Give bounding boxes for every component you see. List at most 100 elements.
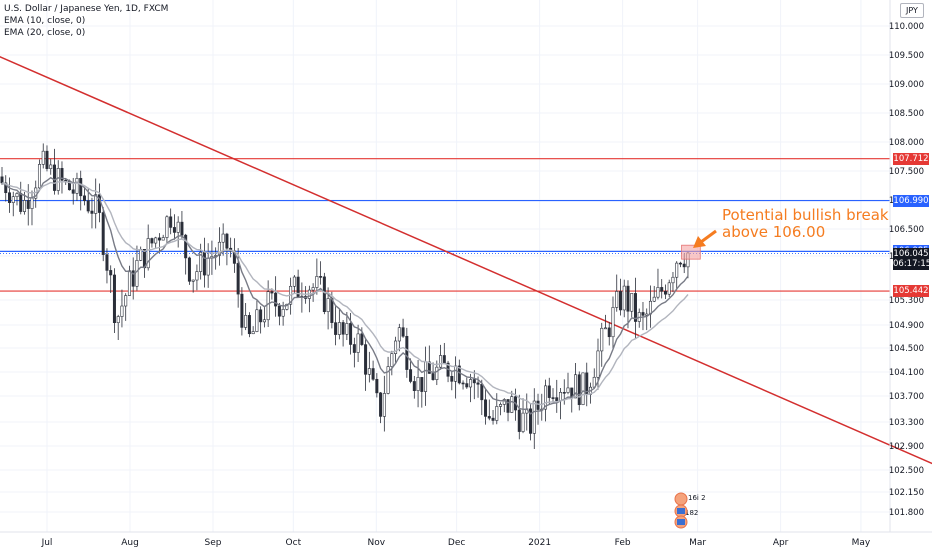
candle-body <box>660 287 664 292</box>
chart-legend: U.S. Dollar / Japanese Yen, 1D, FXCM EMA… <box>4 3 168 39</box>
price-tag: 06:17:15 <box>893 258 932 271</box>
candle-body <box>169 216 173 228</box>
y-tick-label: 104.500 <box>889 344 924 354</box>
price-tag: 107.712 <box>893 152 929 165</box>
candle-body <box>172 227 176 233</box>
currency-button[interactable]: JPY <box>900 3 924 18</box>
y-tick-label: 106.500 <box>889 225 924 235</box>
candle-body <box>154 237 158 244</box>
annotation-arrow-layer <box>693 229 717 248</box>
candle-body <box>37 164 41 189</box>
y-tick-label: 102.900 <box>889 442 924 452</box>
symbol-title[interactable]: U.S. Dollar / Japanese Yen, 1D, FXCM <box>4 4 169 14</box>
candle-body <box>330 298 334 323</box>
candle-body <box>536 400 540 410</box>
candle-body <box>521 412 525 432</box>
candle-body <box>146 238 150 269</box>
candle-body <box>180 221 184 236</box>
annotation-arrow-shaft <box>700 229 717 244</box>
candle-body <box>551 397 555 399</box>
candle-body <box>529 408 533 434</box>
economic-events-icon[interactable] <box>672 492 698 530</box>
candle-body <box>544 385 548 410</box>
candle-body <box>251 331 255 335</box>
candle-body <box>577 374 581 405</box>
x-tick-label: Dec <box>448 538 465 548</box>
candle-body <box>454 365 458 382</box>
candle-body <box>356 333 360 353</box>
candle-body <box>49 164 53 169</box>
candle-body <box>506 399 510 413</box>
candle-body <box>382 393 386 417</box>
candle-body <box>439 355 443 368</box>
candle-body <box>405 335 409 370</box>
candle-body <box>630 293 634 312</box>
candle-body <box>641 312 645 316</box>
candle-body <box>86 200 90 212</box>
candle-body <box>667 282 671 295</box>
candle-body <box>41 150 45 165</box>
candle-body <box>424 361 428 392</box>
ema-20-label[interactable]: EMA (20, close, 0) <box>4 28 86 38</box>
candle-body <box>360 333 364 345</box>
candle-body <box>199 251 203 272</box>
y-tick-label: 103.700 <box>889 392 924 402</box>
candle-body <box>56 168 60 191</box>
candle-body <box>484 399 488 417</box>
candle-body <box>270 291 274 294</box>
candle-body <box>682 263 686 268</box>
candle-body <box>90 210 94 214</box>
candle-body <box>109 270 113 276</box>
candle-body <box>311 287 315 291</box>
candle-body <box>656 287 660 298</box>
candle-body <box>427 361 431 374</box>
candlestick-series <box>0 143 690 450</box>
candle-body <box>472 379 476 384</box>
candle-body <box>165 216 169 238</box>
candle-body <box>622 285 626 311</box>
x-tick-label: Mar <box>689 538 706 548</box>
candle-body <box>495 406 499 421</box>
candle-body <box>120 305 124 317</box>
candle-body <box>135 260 139 287</box>
candle-body <box>124 295 128 307</box>
candle-body <box>217 241 221 256</box>
candle-body <box>127 270 131 296</box>
x-tick-label: Sep <box>205 538 222 548</box>
annotation-line-2: above 106.00 <box>722 223 826 241</box>
candle-body <box>319 276 323 278</box>
ema-10-label[interactable]: EMA (10, close, 0) <box>4 16 86 26</box>
candle-body <box>364 344 368 375</box>
candle-body <box>221 233 225 243</box>
x-tick-label: Apr <box>773 538 789 548</box>
y-tick-label: 110.000 <box>889 22 924 32</box>
candle-body <box>379 392 383 417</box>
candle-body <box>349 323 353 345</box>
y-tick-label: 104.900 <box>889 321 924 331</box>
candle-body <box>431 373 435 380</box>
candle-body <box>487 416 491 419</box>
candle-body <box>26 200 30 209</box>
candle-body <box>292 276 296 287</box>
candle-body <box>633 293 637 322</box>
price-tag: 106.045 <box>893 247 929 260</box>
candle-body <box>499 404 503 407</box>
chart-annotation[interactable]: Potential bullish break above 106.00 <box>722 207 889 241</box>
y-tick-label: 109.500 <box>889 51 924 61</box>
x-tick-label: Feb <box>615 538 631 548</box>
candle-body <box>94 194 98 214</box>
candle-body <box>131 270 135 287</box>
candle-body <box>60 168 64 181</box>
candle-body <box>386 366 390 394</box>
candle-body <box>19 193 23 212</box>
y-tick-label: 102.500 <box>889 466 924 476</box>
candle-body <box>611 307 615 338</box>
candle-body <box>574 374 578 399</box>
candle-body <box>476 382 480 385</box>
candle-body <box>277 305 281 317</box>
candle-body <box>603 327 607 330</box>
candle-body <box>559 392 563 402</box>
candle-body <box>184 234 188 259</box>
ema-layer <box>1 176 689 415</box>
